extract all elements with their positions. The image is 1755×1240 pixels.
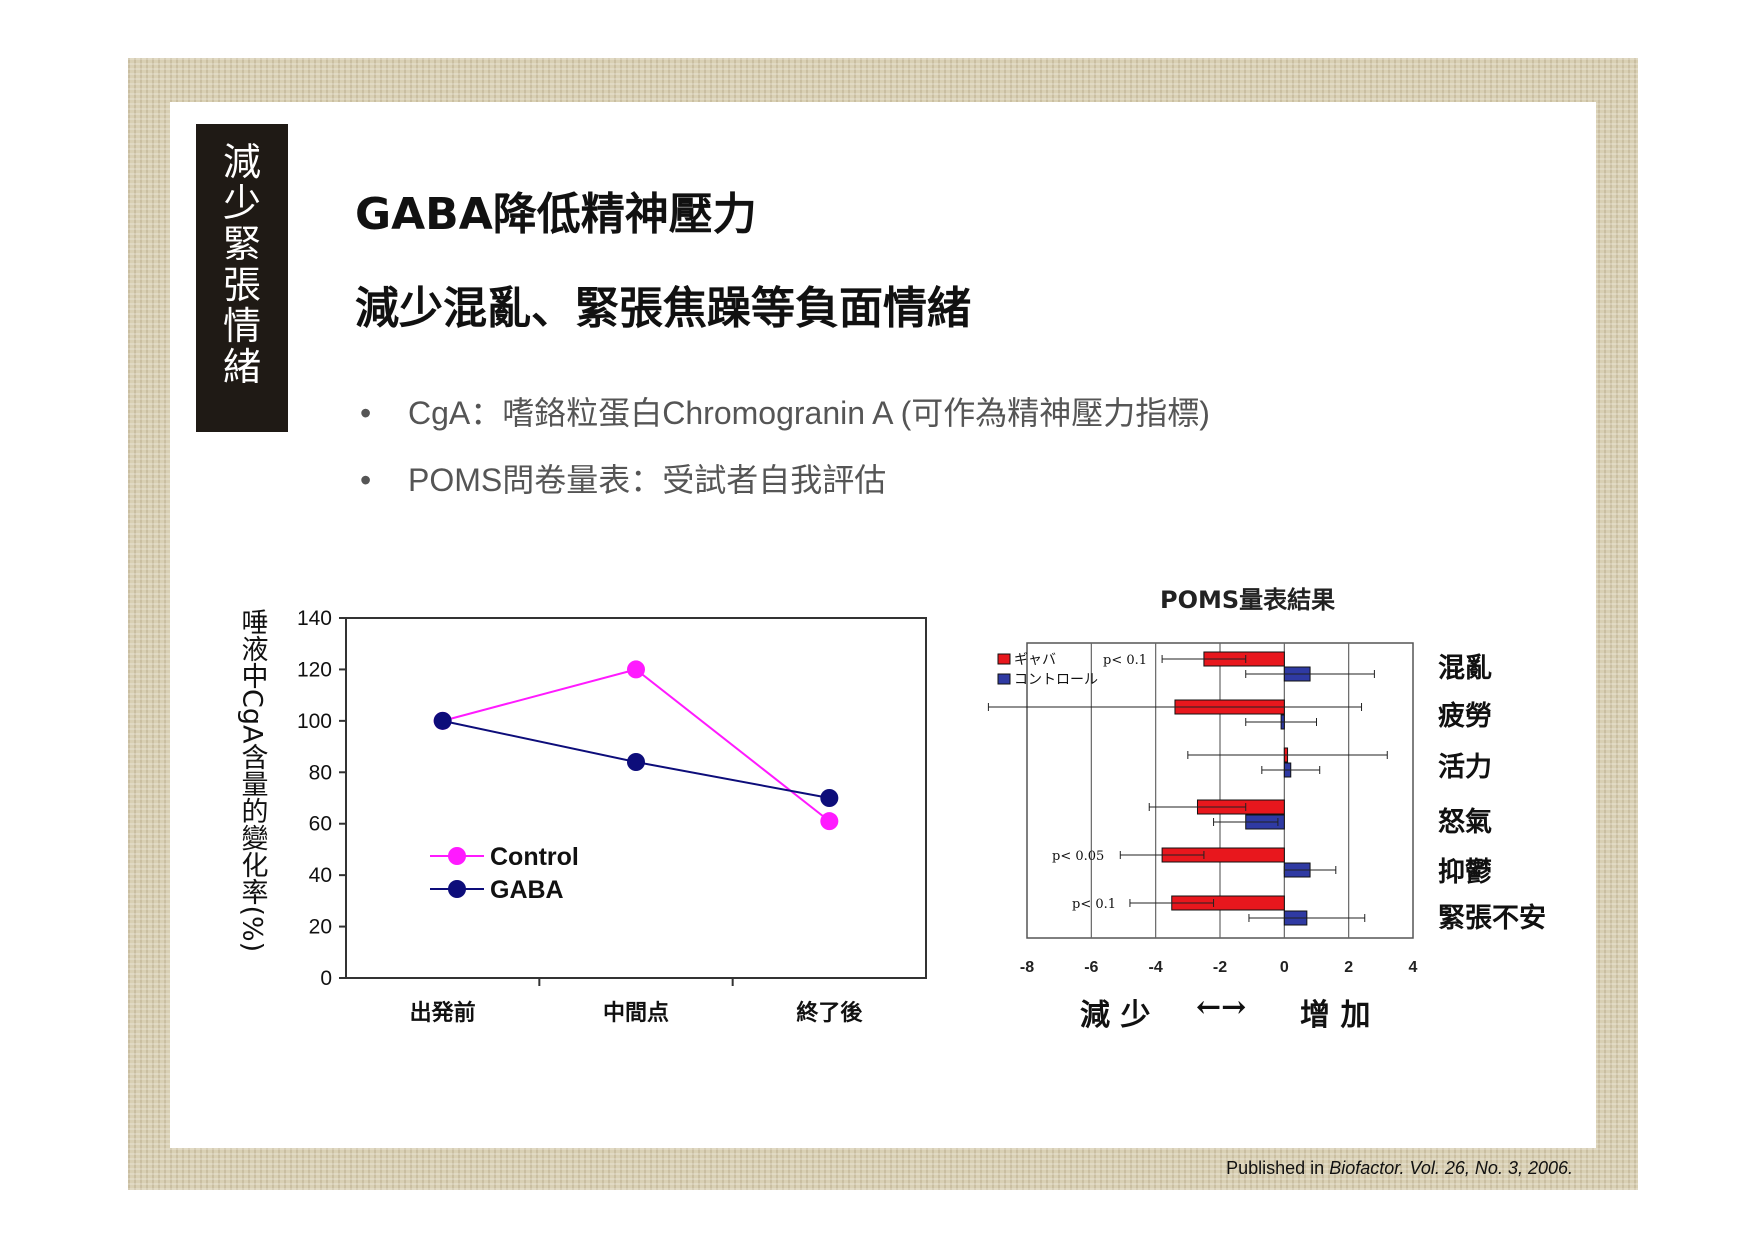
bullet-text: CgA：嗜鉻粒蛋白Chromogranin A (可作為精神壓力指標): [408, 395, 1210, 431]
side-tab-char: 緊: [222, 222, 261, 266]
increase-label: 增 加: [1300, 998, 1371, 1033]
side-tab-char: 少: [222, 181, 261, 225]
poms-category-label: 怒氣: [1438, 807, 1492, 838]
bullet-dot-icon: •: [360, 395, 372, 431]
arrows-label: ←→: [1196, 990, 1247, 1025]
poms-category-label: 混亂: [1438, 653, 1492, 684]
side-tab-char: 緒: [222, 345, 261, 389]
bullet-item: • POMS問卷量表：受試者自我評估: [360, 455, 886, 501]
bullet-text: POMS問卷量表：受試者自我評估: [408, 462, 887, 498]
citation-footer: Published in Biofactor. Vol. 26, No. 3, …: [1226, 1158, 1573, 1179]
poms-chart-title: POMS量表結果: [1160, 586, 1336, 614]
side-tab-char: 情: [222, 304, 261, 348]
poms-category-label: 活力: [1438, 752, 1492, 783]
slide-subtitle: 減少混亂、緊張焦躁等負面情緒: [355, 283, 971, 334]
bullet-item: • CgA：嗜鉻粒蛋白Chromogranin A (可作為精神壓力指標): [360, 388, 1210, 434]
side-tab-char: 張: [222, 263, 261, 307]
poms-category-label: 抑鬱: [1438, 857, 1492, 888]
decrease-label: 減 少: [1080, 998, 1151, 1033]
side-tab-char: 減: [222, 140, 261, 184]
slide-title: GABA降低精神壓力: [355, 189, 757, 240]
citation-journal: Biofactor. Vol. 26, No. 3, 2006.: [1329, 1158, 1573, 1178]
poms-category-label: 緊張不安: [1438, 903, 1546, 934]
side-tab: 減 少 緊 張 情 緒: [196, 124, 288, 432]
slide-canvas: [170, 102, 1596, 1148]
bullet-dot-icon: •: [360, 462, 372, 498]
citation-prefix: Published in: [1226, 1158, 1330, 1178]
poms-category-label: 疲勞: [1438, 701, 1492, 732]
